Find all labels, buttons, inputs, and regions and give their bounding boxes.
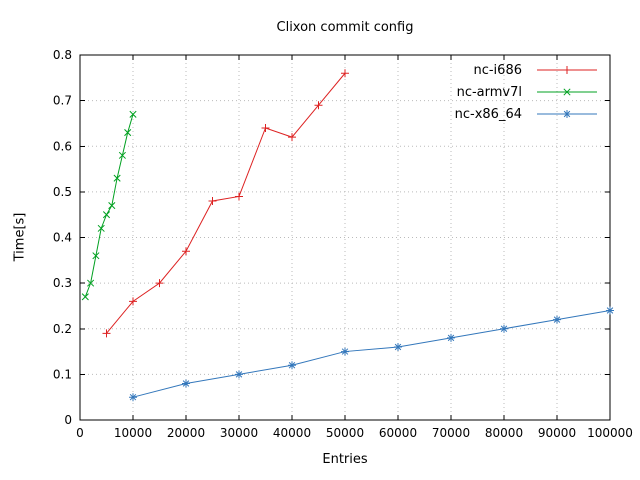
y-tick-label: 0.1	[53, 367, 72, 381]
y-tick-label: 0.6	[53, 139, 72, 153]
x-tick-label: 30000	[220, 426, 258, 440]
legend-label-nc-x86_64: nc-x86_64	[455, 107, 522, 122]
y-tick-label: 0.7	[53, 94, 72, 108]
series-line-nc-i686	[106, 72, 346, 334]
y-tick-label: 0.4	[53, 231, 72, 245]
x-tick-label: 0	[76, 426, 84, 440]
series-line-nc-armv7l	[84, 114, 134, 297]
legend-label-nc-i686: nc-i686	[473, 63, 522, 78]
y-tick-label: 0.8	[53, 48, 72, 62]
x-tick-label: 10000	[114, 426, 152, 440]
series-line-nc-x86_64	[132, 310, 611, 398]
legend-label-nc-armv7l: nc-armv7l	[457, 85, 522, 100]
x-tick-label: 100000	[587, 426, 633, 440]
x-axis-label: Entries	[322, 452, 368, 467]
legend-marker-nc-x86_64	[563, 110, 571, 118]
y-tick-label: 0.2	[53, 322, 72, 336]
legend-marker-nc-armv7l	[563, 88, 571, 96]
x-tick-label: 80000	[485, 426, 523, 440]
series-markers-nc-armv7l	[81, 110, 137, 301]
x-tick-label: 60000	[379, 426, 417, 440]
series-markers-nc-x86_64	[129, 306, 614, 402]
x-tick-label: 40000	[273, 426, 311, 440]
x-tick-label: 50000	[326, 426, 364, 440]
series-markers-nc-i686	[102, 69, 349, 338]
y-tick-label: 0	[64, 413, 72, 427]
legend-marker-nc-i686	[563, 66, 571, 74]
chart-title: Clixon commit config	[276, 20, 414, 35]
x-tick-label: 20000	[167, 426, 205, 440]
y-tick-label: 0.5	[53, 185, 72, 199]
x-tick-label: 90000	[538, 426, 576, 440]
y-tick-label: 0.3	[53, 276, 72, 290]
x-tick-label: 70000	[432, 426, 470, 440]
